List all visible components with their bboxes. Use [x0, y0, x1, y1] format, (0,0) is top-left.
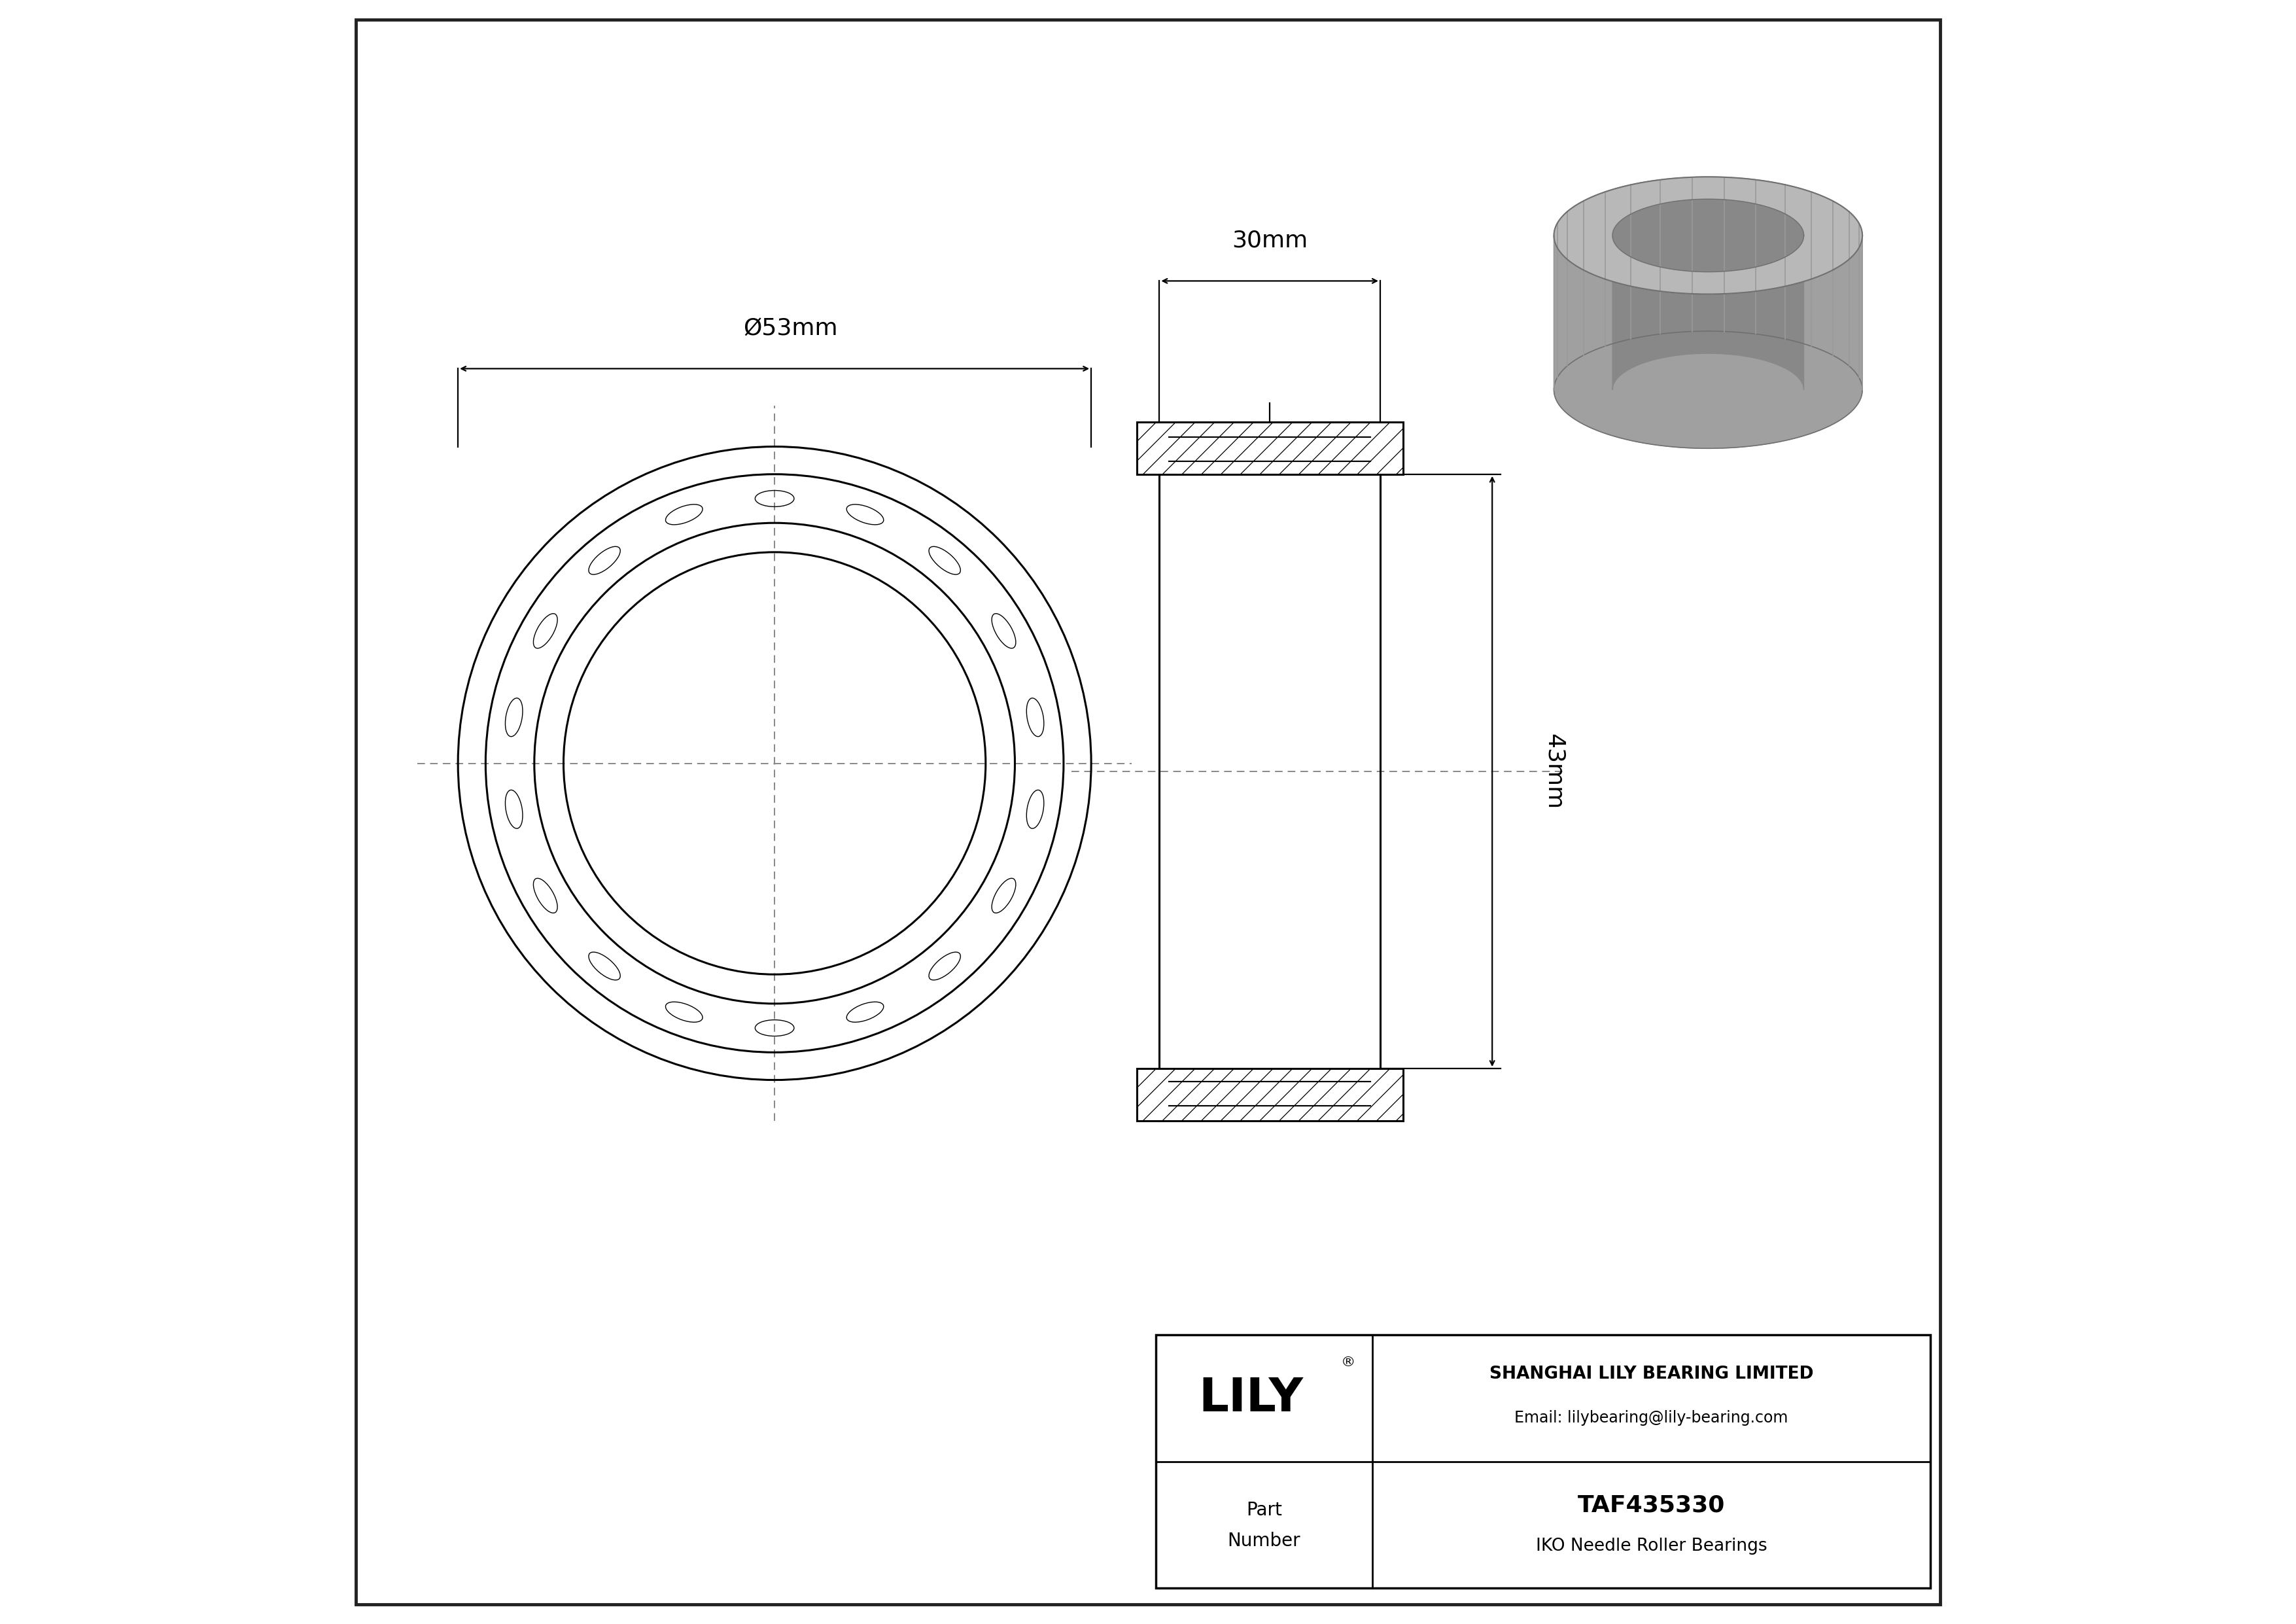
Text: Email: lilybearing@lily-bearing.com: Email: lilybearing@lily-bearing.com	[1515, 1410, 1789, 1426]
Text: Number: Number	[1228, 1531, 1300, 1551]
Bar	[1157, 1335, 1931, 1588]
Polygon shape	[1612, 200, 1805, 390]
Bar	[1137, 422, 1403, 474]
Polygon shape	[1554, 177, 1862, 390]
Text: TAF435330: TAF435330	[1577, 1494, 1724, 1517]
Text: IKO Needle Roller Bearings: IKO Needle Roller Bearings	[1536, 1538, 1768, 1554]
Text: SHANGHAI LILY BEARING LIMITED: SHANGHAI LILY BEARING LIMITED	[1490, 1366, 1814, 1382]
Text: ®: ®	[1341, 1356, 1357, 1369]
Polygon shape	[1554, 235, 1862, 448]
Text: 30mm: 30mm	[1231, 229, 1309, 252]
Bar	[1137, 1069, 1403, 1121]
Text: LILY: LILY	[1199, 1376, 1304, 1421]
Text: Part: Part	[1247, 1501, 1281, 1520]
Text: Ø53mm: Ø53mm	[744, 317, 838, 339]
Polygon shape	[1554, 177, 1862, 294]
Text: 43mm: 43mm	[1543, 734, 1566, 809]
